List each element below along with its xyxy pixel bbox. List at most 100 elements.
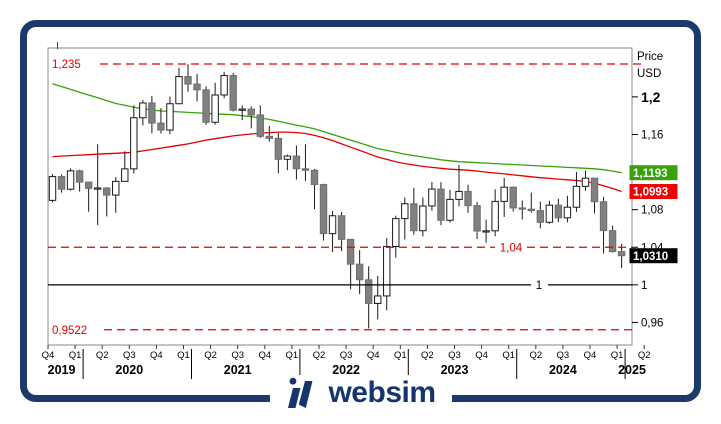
candle-body [464,190,472,207]
y-tick-label: 1,2 [641,89,661,105]
candle-body [220,75,228,96]
candle-body [328,215,337,235]
moving-averages [52,83,622,193]
year-label: 2024 [549,363,577,377]
brand-name: websim [328,376,436,409]
quarter-label: Q3 [123,350,136,361]
candle-body [518,207,526,210]
candle-body [166,103,174,131]
candle-body [509,186,517,209]
quarter-label: Q4 [258,350,271,361]
quarter-label: Q4 [367,350,380,361]
candle-body [256,114,264,137]
candle-body [401,203,409,220]
candle-body [112,180,120,196]
candle-body [103,187,111,196]
brand-logo: websim [269,375,452,411]
quarter-label: Q1 [394,350,407,361]
candle-body [265,135,274,139]
candle-body [482,230,490,233]
candle-body [274,137,283,160]
candle-body [491,200,499,232]
year-label: 2019 [48,363,76,377]
candle-body [57,176,66,190]
quarter-label: Q4 [584,350,597,361]
candle-body [148,102,156,124]
quarter-label: Q1 [502,350,515,361]
quarter-label: Q3 [231,350,244,361]
quarter-label: Q2 [421,350,434,361]
year-label: 2023 [441,363,469,377]
candle-body [608,230,617,253]
candle-body [410,203,418,232]
candle-body [319,184,328,235]
candle-body [392,218,400,248]
candle-body [590,177,599,203]
candle-body [84,181,93,189]
price-axis-title: Price [637,51,663,63]
candle-body [500,186,508,202]
time-axis: Q4 Q1 Q2 Q3 Q4 Q1 Q2 Q3 Q4 Q1 Q2 Q3 Q4 Q1 Q2 Q3 Q4 Q1 Q2 Q3… [42,345,651,379]
candle-body [211,94,219,123]
plot-border [47,47,633,346]
candle-body [283,155,292,160]
candle-body [193,83,201,91]
candle-body [93,187,102,190]
level-label: 1,235 [52,59,81,71]
candle-body [301,168,310,171]
year-label: 2020 [115,363,143,377]
ma-red-line [52,131,622,193]
candle-body [157,122,165,131]
candle-body [581,177,590,187]
candle-body [455,190,463,200]
candle-body [121,168,129,182]
quarter-label: Q4 [150,350,163,361]
candle-body [229,75,237,111]
websim-logo-icon [287,377,312,408]
year-label: 2025 [618,363,646,377]
candle-body [364,279,373,304]
price-flag [629,184,678,200]
price-flag-label: 1,1193 [633,168,668,180]
quarter-label: Q3 [448,350,461,361]
quarter-label: Q2 [96,350,109,361]
price-axis: PriceUSD1,21,161,081,0410,961,11931,0993… [629,51,678,329]
y-tick-label: 1,16 [641,129,663,141]
candle-body [536,210,545,223]
quarter-label: Q4 [475,350,488,361]
candle-body [337,215,346,240]
candle-body [446,198,454,221]
level-label: 1 [536,280,542,292]
quarter-label: Q1 [69,350,82,361]
candle-body [428,188,436,207]
quarter-label: Q3 [557,350,570,361]
candle-body [355,263,364,281]
candle-body [419,205,427,232]
candle-body [175,76,183,105]
candles [48,64,626,329]
quarter-label: Q3 [340,350,353,361]
candle-body [599,201,608,232]
candle-body [554,204,563,219]
candle-body [184,76,192,85]
quarter-label: Q4 [42,350,55,361]
candle-body [292,155,301,170]
candle-body [66,170,75,190]
candle-body [202,89,210,123]
level-label: 1,04 [500,242,523,254]
level-label: 0,9522 [52,325,87,337]
candle-body [130,117,138,170]
levels: 1,235 1,04 1 0,9522 [48,59,642,337]
y-tick-label: 0,96 [641,317,663,329]
candle-body [238,108,246,111]
quarter-label: Q1 [611,350,624,361]
candle-body [374,295,382,304]
candle-body [437,188,445,221]
quarter-label: Q2 [638,350,651,361]
price-flag-label: 1,0993 [633,187,668,199]
candle-body [346,238,355,265]
quarter-label: Q1 [177,350,190,361]
y-tick-label: 1,08 [641,205,663,217]
candle-body [383,246,391,297]
